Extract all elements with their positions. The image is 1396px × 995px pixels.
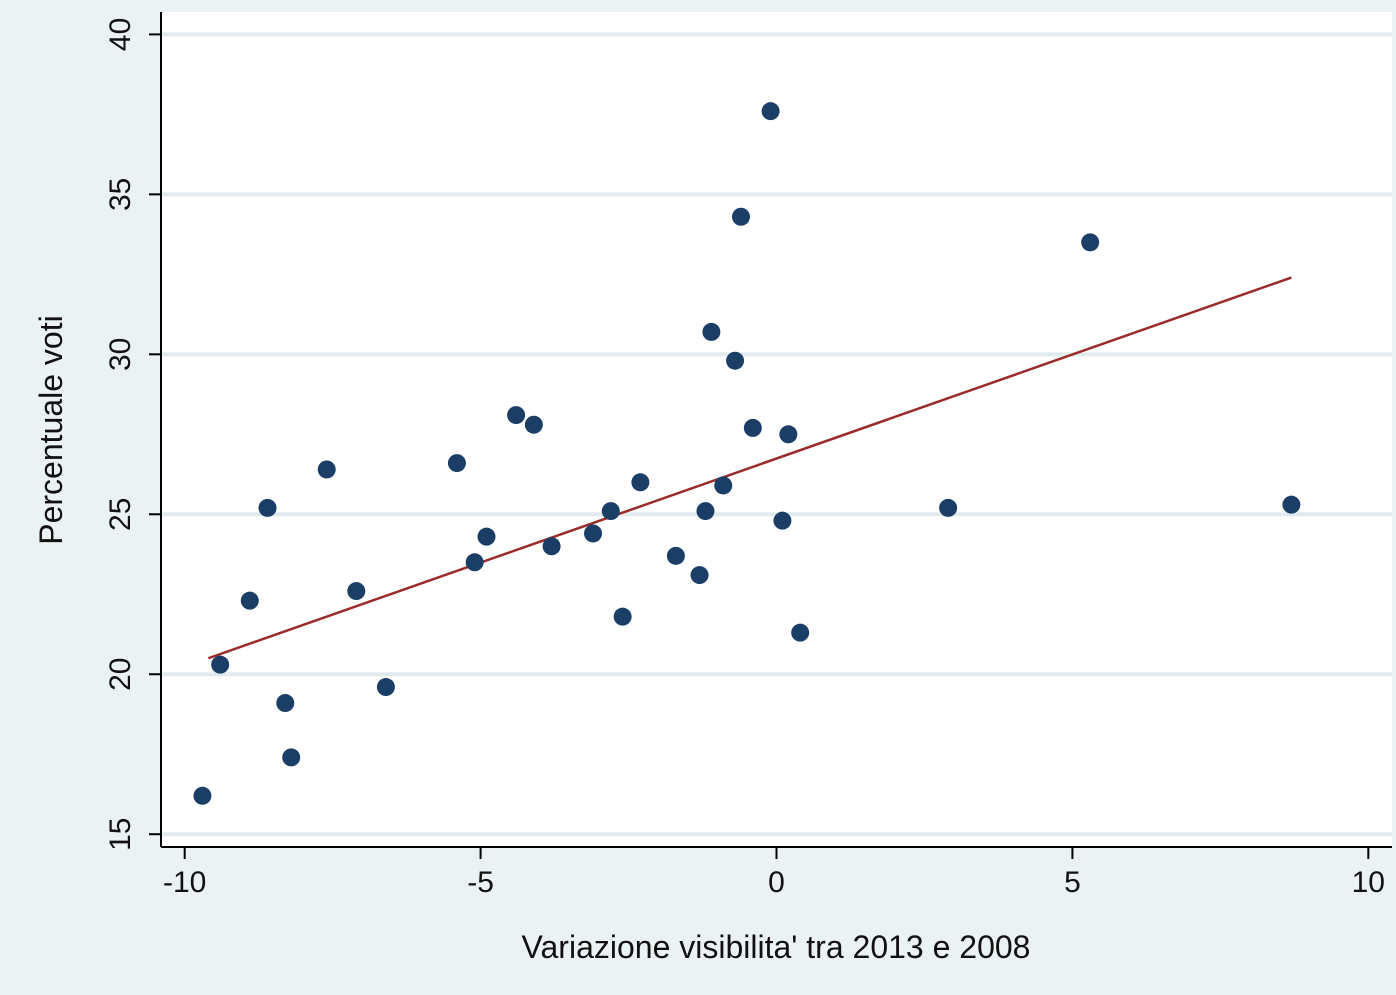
- x-tick-label: -5: [467, 866, 494, 899]
- y-tick-label: 25: [104, 498, 137, 531]
- scatter-point: [601, 502, 620, 521]
- x-tick-label: -10: [163, 866, 206, 899]
- scatter-point: [714, 476, 733, 495]
- scatter-point: [939, 498, 958, 517]
- scatter-point: [542, 537, 561, 556]
- scatter-points: [193, 102, 1301, 805]
- scatter-point: [282, 748, 301, 767]
- x-tick-label: 10: [1352, 866, 1385, 899]
- plot-area: [161, 12, 1392, 847]
- scatter-point: [761, 102, 780, 121]
- scatter-point: [465, 553, 484, 572]
- scatter-point: [524, 415, 543, 434]
- y-axis-title: Percentuale voti: [33, 315, 69, 544]
- scatter-point: [1081, 233, 1100, 252]
- scatter-point: [477, 527, 496, 546]
- x-tick-label: 0: [768, 866, 785, 899]
- scatter-point: [773, 511, 792, 530]
- scatter-point: [584, 524, 603, 543]
- scatter-point: [613, 607, 632, 626]
- x-axis-title: Variazione visibilita' tra 2013 e 2008: [522, 929, 1031, 965]
- scatter-point: [702, 322, 721, 341]
- fit-line: [207, 276, 1292, 660]
- scatter-point: [347, 582, 366, 601]
- x-axis-ticks: -10 -5 0 5 10: [163, 847, 1385, 899]
- x-tick-label: 5: [1064, 866, 1081, 899]
- scatter-point: [690, 566, 709, 585]
- scatter-point: [258, 498, 277, 517]
- scatter-point: [696, 502, 715, 521]
- y-tick-label: 35: [104, 178, 137, 211]
- scatter-point: [193, 786, 212, 805]
- scatter-point: [507, 406, 526, 425]
- y-tick-label: 20: [104, 658, 137, 691]
- scatter-point: [731, 207, 750, 226]
- scatter-point: [779, 425, 798, 444]
- scatter-point: [276, 694, 295, 713]
- scatter-point: [317, 460, 336, 479]
- scatter-point: [666, 546, 685, 565]
- y-tick-label: 30: [104, 338, 137, 371]
- scatter-point: [240, 591, 259, 610]
- fit-line-group: [207, 276, 1292, 660]
- scatter-point: [631, 473, 650, 492]
- scatter-point: [211, 655, 230, 674]
- y-tick-label: 15: [104, 818, 137, 851]
- scatter-point: [447, 454, 466, 473]
- y-axis-ticks: 15 20 25 30 35 40: [104, 18, 161, 851]
- scatter-point: [1282, 495, 1301, 514]
- scatter-point: [376, 678, 395, 697]
- scatter-point: [726, 351, 745, 370]
- y-tick-label: 40: [104, 18, 137, 51]
- scatter-point: [743, 418, 762, 437]
- scatter-point: [791, 623, 810, 642]
